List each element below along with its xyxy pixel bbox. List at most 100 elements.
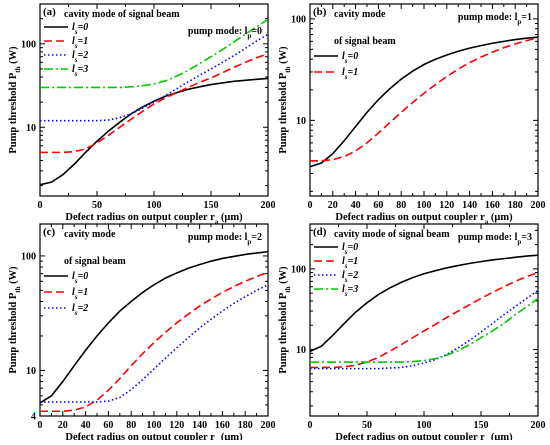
x-axis-label: Defect radius on output coupler ra (μm) xyxy=(65,432,243,440)
x-tick-label: 0 xyxy=(308,420,313,431)
series-line-3 xyxy=(40,284,268,403)
x-tick-label: 150 xyxy=(474,420,489,431)
series-line-1 xyxy=(310,254,538,353)
y-axis-label: Pump threshold Pth (W) xyxy=(278,266,292,374)
y-tick-label: 10 xyxy=(26,366,36,377)
x-tick-label: 0 xyxy=(38,200,43,211)
series-line-1 xyxy=(40,250,268,404)
series-line-2 xyxy=(40,271,268,413)
series-line-2 xyxy=(310,37,538,162)
y-tick-label: 10 xyxy=(296,116,306,127)
legend-label-2: ls=1 xyxy=(72,36,88,50)
legend-label-2: ls=1 xyxy=(72,287,88,301)
pump-mode-annotation: pump mode: lp=2 xyxy=(188,232,262,246)
y-tick-label: 100 xyxy=(21,39,36,50)
y-tick-label: 10 xyxy=(26,123,36,134)
pump-mode-annotation: pump mode: lp=3 xyxy=(458,232,532,246)
panel-label: (d) xyxy=(313,226,327,238)
plot-frame xyxy=(309,3,539,197)
x-tick-label: 180 xyxy=(508,200,523,211)
pump-mode-annotation: pump mode: lp=1 xyxy=(458,12,532,26)
x-tick-label: 60 xyxy=(103,420,113,431)
x-tick-label: 150 xyxy=(204,200,219,211)
series-line-4 xyxy=(40,18,268,89)
y-tick-label: 100 xyxy=(291,14,306,25)
legend-label-2: ls=1 xyxy=(342,67,358,81)
series-line-4 xyxy=(310,297,538,363)
series-group xyxy=(40,250,268,413)
x-tick-label: 160 xyxy=(485,200,500,211)
x-tick-label: 200 xyxy=(531,420,546,431)
x-tick-label: 200 xyxy=(261,420,276,431)
panel-4: 0 50 100 150 200 10 100 (d) cavity mode of signa… xyxy=(278,223,546,445)
x-tick-label: 0 xyxy=(308,200,313,211)
x-axis-label: Defect radius on output coupler ra (μm) xyxy=(335,432,513,440)
series-line-1 xyxy=(310,36,538,168)
legend-label-4: ls=3 xyxy=(72,64,88,78)
y-axis-label: Pump threshold Pth (W) xyxy=(8,46,22,154)
panel-label: (b) xyxy=(313,6,327,18)
x-tick-label: 20 xyxy=(328,200,338,211)
x-tick-label: 180 xyxy=(238,420,253,431)
y-tick-label: 100 xyxy=(21,251,36,262)
x-tick-label: 140 xyxy=(192,420,207,431)
chart-title: cavity mode of signal beam xyxy=(64,9,180,20)
plot-frame xyxy=(39,223,269,417)
x-tick-label: 80 xyxy=(126,420,136,431)
panel-1: 0 50 100 150 200 10 100 (a) cavity mode of signa… xyxy=(8,3,276,226)
x-axis-label: Defect radius on output coupler ra (μm) xyxy=(335,212,513,226)
panel-label: (c) xyxy=(43,226,56,238)
x-tick-label: 40 xyxy=(351,200,361,211)
legend-label-1: ls=0 xyxy=(72,271,88,285)
y-tick-label: 100 xyxy=(291,264,306,275)
legend-label-3: ls=2 xyxy=(72,50,88,64)
series-line-3 xyxy=(310,289,538,370)
x-axis-label: Defect radius on output coupler ra (μm) xyxy=(65,212,243,226)
chart-title: cavity mode xyxy=(334,9,386,20)
pump-mode-annotation: pump mode: lp=0 xyxy=(188,26,262,40)
legend-label-3: ls=2 xyxy=(72,303,88,317)
x-tick-label: 50 xyxy=(92,200,102,211)
series-line-2 xyxy=(40,53,268,154)
series-group xyxy=(310,36,538,168)
x-tick-label: 200 xyxy=(261,200,276,211)
panel-2: 0 20 40 60 80 100 120 140 160 180 200 10 100 (b) cavit… xyxy=(278,3,546,226)
legend-label-1: ls=0 xyxy=(72,22,88,36)
x-tick-label: 200 xyxy=(531,200,546,211)
y-axis-label: Pump threshold Pth (W) xyxy=(278,46,292,154)
x-tick-label: 120 xyxy=(439,200,454,211)
series-group xyxy=(40,18,268,186)
x-tick-label: 100 xyxy=(417,420,432,431)
x-tick-label: 0 xyxy=(38,420,43,431)
x-tick-label: 20 xyxy=(58,420,68,431)
x-tick-label: 100 xyxy=(417,200,432,211)
panel-label: (a) xyxy=(43,6,56,18)
y-axis-label: Pump threshold Pth (W) xyxy=(8,266,22,374)
y-tick-label: 10 xyxy=(296,345,306,356)
x-tick-label: 40 xyxy=(81,420,91,431)
x-tick-label: 140 xyxy=(462,200,477,211)
series-line-2 xyxy=(310,271,538,369)
legend-label-2: ls=1 xyxy=(342,256,358,270)
x-tick-label: 60 xyxy=(373,200,383,211)
legend-label-4: ls=3 xyxy=(342,284,358,298)
chart-title-line2: of signal beam xyxy=(64,256,126,267)
series-group xyxy=(310,254,538,370)
x-tick-label: 80 xyxy=(396,200,406,211)
legend-label-1: ls=0 xyxy=(342,51,358,65)
legend-label-1: ls=0 xyxy=(342,242,358,256)
panel-3: 0 20 40 60 80 100 120 140 160 180 200 4 10 100 (c) cavi… xyxy=(8,223,276,445)
chart-title-line2: of signal beam xyxy=(334,36,396,47)
x-tick-label: 100 xyxy=(147,420,162,431)
chart-title: cavity mode xyxy=(64,229,116,240)
x-tick-label: 100 xyxy=(147,200,162,211)
x-tick-label: 160 xyxy=(215,420,230,431)
y-tick-label: 4 xyxy=(31,412,36,423)
x-tick-label: 120 xyxy=(169,420,184,431)
legend-label-3: ls=2 xyxy=(342,270,358,284)
chart-title: cavity mode of signal beam xyxy=(334,229,450,240)
x-tick-label: 50 xyxy=(362,420,372,431)
series-line-1 xyxy=(40,77,268,186)
